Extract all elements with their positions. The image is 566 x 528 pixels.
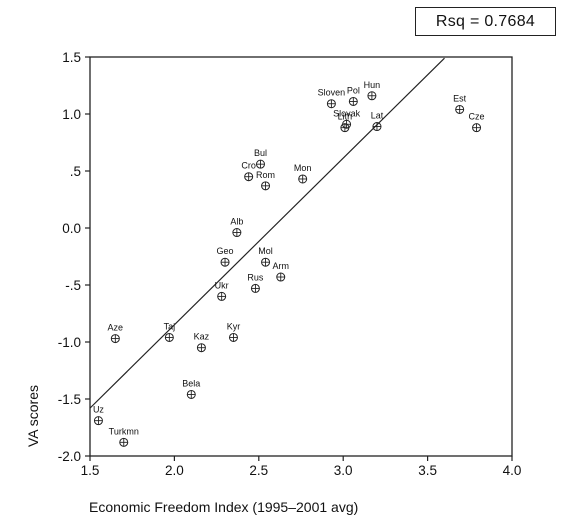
y-tick-label: .5 [70,164,81,179]
data-point: Bul [254,148,267,169]
data-point-label: Hun [364,80,381,90]
data-point: Turkmn [109,426,139,447]
data-point: Lith [338,112,353,133]
data-point-label: Lith [338,112,353,122]
data-point-label: Slovak [333,108,361,118]
y-tick-label: 1.0 [62,107,81,122]
data-point: Geo [217,246,234,267]
data-point: Rom [256,170,275,191]
axes-group: 1.5 2.0 2.5 3.0 3.5 4.0 1.5 1.0 .5 0.0 -.5 -1.0 -1.5… [58,50,522,478]
data-point-label: Kaz [194,332,210,342]
data-point: Uz [93,405,104,426]
data-point: Hun [364,80,381,101]
data-point: Kaz [194,332,210,353]
data-point-label: Turkmn [109,426,139,436]
x-tick-label: 2.0 [165,463,184,478]
r-squared-box: Rsq = 0.7684 [415,7,556,36]
y-tick-label: -1.5 [58,392,81,407]
regression-line-group [89,57,445,409]
data-point-label: Geo [217,246,234,256]
data-point: Rus [247,272,264,293]
x-tick-label: 4.0 [503,463,522,478]
data-point-label: Arm [272,261,289,271]
plot-frame-group [89,56,513,457]
y-tick-label: 0.0 [62,221,81,236]
data-point-label: Alb [230,217,243,227]
data-point-label: Ukr [215,280,229,290]
data-point: Lat [371,111,384,132]
data-point: Arm [272,261,289,282]
data-point: Est [453,93,467,114]
r-squared-label: Rsq = 0.7684 [435,12,536,30]
x-tick-label: 3.5 [418,463,437,478]
data-point: Bela [182,378,200,399]
x-tick-label: 1.5 [81,463,100,478]
data-point-label: Bela [182,378,200,388]
data-point: Alb [230,217,243,238]
data-point-label: Rus [247,272,264,282]
data-point: Aze [108,323,124,344]
data-point-label: Lat [371,111,384,121]
data-point: Taj [164,321,176,342]
y-tick-label: -1.0 [58,335,81,350]
data-point-label: Est [453,93,467,103]
data-point-label: Uz [93,405,104,415]
y-tick-label: -.5 [65,278,81,293]
regression-line [89,57,445,409]
data-point: Pol [347,85,360,106]
data-point-label: Kyr [227,321,241,331]
data-point-label: Mol [258,246,273,256]
data-point-label: Bul [254,148,267,158]
data-point: Cze [469,112,485,133]
data-point: Sloven [318,88,346,109]
data-point-label: Taj [164,321,176,331]
data-point: Mon [294,163,312,184]
data-point: Cro [241,161,256,182]
data-point-label: Pol [347,85,360,95]
data-point-label: Rom [256,170,275,180]
data-point: Ukr [215,280,229,301]
data-point-label: Cro [241,161,256,171]
plot-border [89,56,513,457]
y-tick-label: 1.5 [62,50,81,65]
data-point-label: Mon [294,163,312,173]
y-tick-label: -2.0 [58,449,81,464]
x-tick-label: 3.0 [334,463,353,478]
data-point: Mol [258,246,273,267]
data-point: Kyr [227,321,241,342]
x-axis-title: Economic Freedom Index (1995–2001 avg) [89,499,358,515]
data-point-label: Cze [469,112,485,122]
data-point-label: Sloven [318,88,346,98]
y-axis-title: VA scores [25,385,41,447]
x-tick-label: 2.5 [249,463,268,478]
data-point-label: Aze [108,323,124,333]
